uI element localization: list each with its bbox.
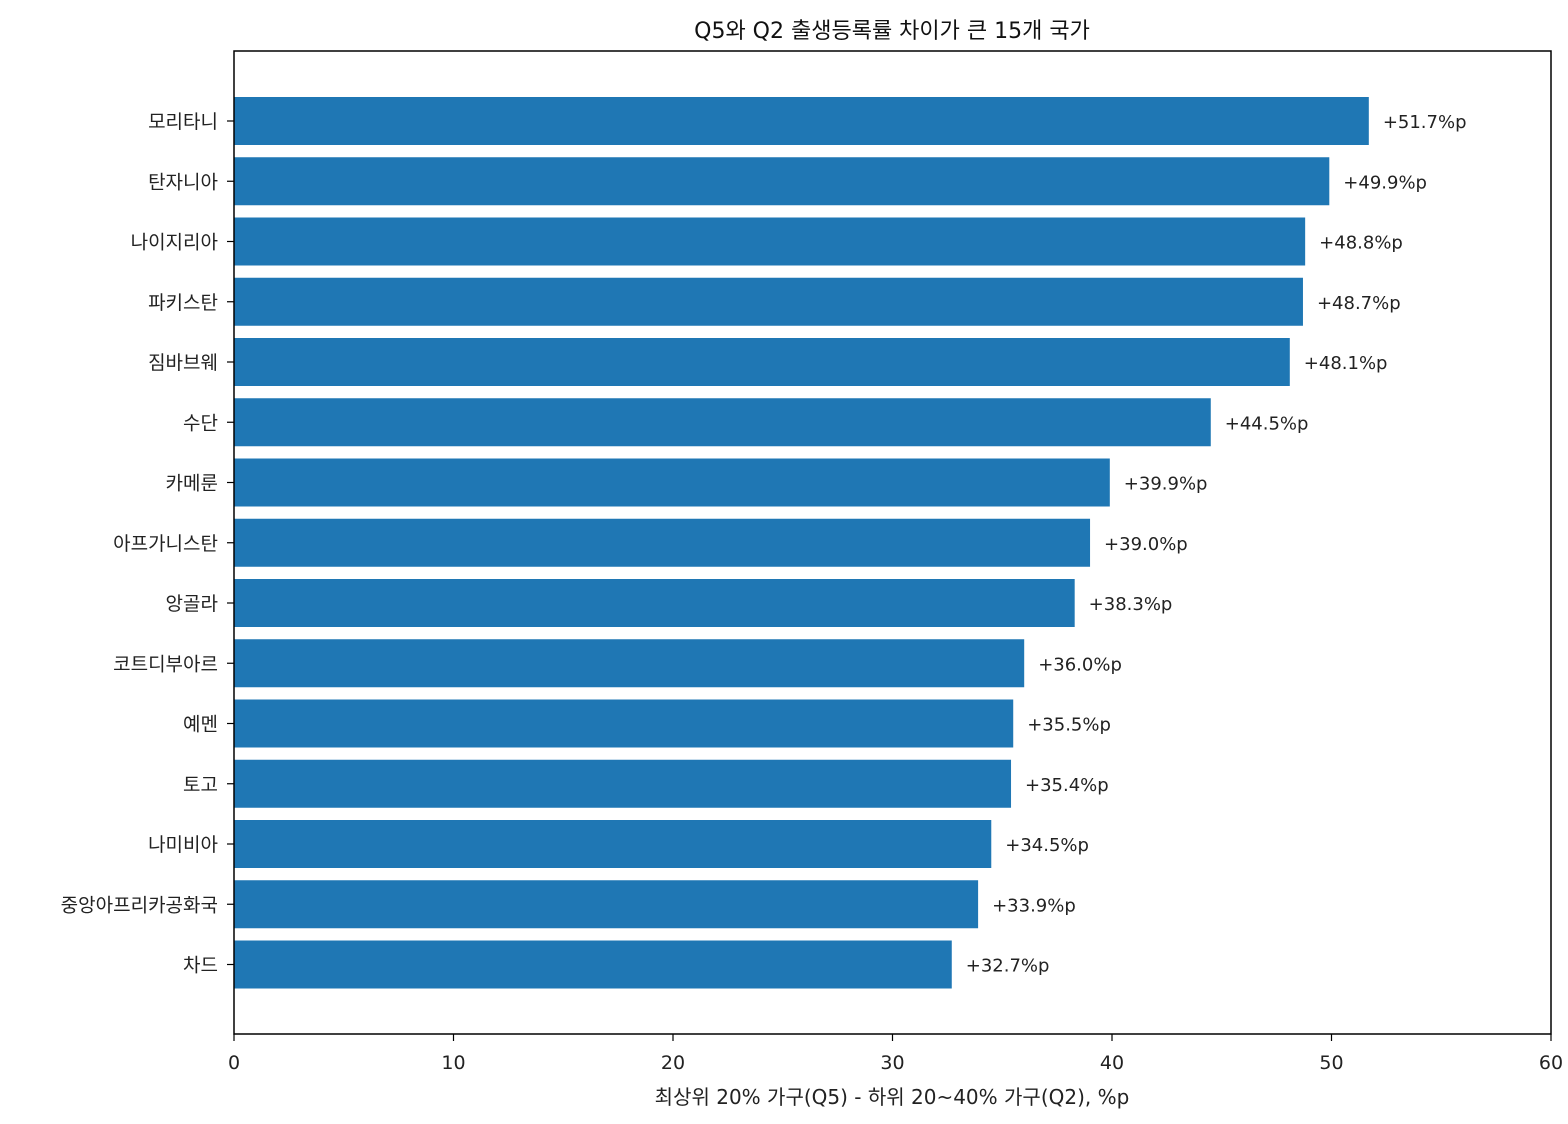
y-tick-label: 카메룬 [166,473,218,495]
bar [234,639,1025,688]
x-tick-label: 30 [880,1052,904,1074]
y-tick-label: 나미비아 [148,834,218,856]
data-label: +34.5%p [1005,835,1089,856]
y-tick-label: 파키스탄 [148,292,218,314]
bar [234,699,1014,748]
x-tick-label: 60 [1539,1052,1563,1074]
data-label: +51.7%p [1383,112,1467,133]
y-tick-label: 토고 [183,774,218,796]
data-label: +38.3%p [1089,594,1173,615]
y-tick-label: 아프가니스탄 [113,533,218,555]
y-tick-label: 앙골라 [166,593,218,615]
data-label: +48.1%p [1304,353,1388,374]
plot-frame [233,50,1552,1035]
bar [234,759,1012,808]
data-label: +36.0%p [1038,654,1122,675]
x-tick-label: 50 [1319,1052,1343,1074]
data-labels-group: +51.7%p +49.9%p +48.8%p +48.7%p +48.1%p +44.5… [966,112,1467,977]
bar [234,338,1290,386]
data-label: +44.5%p [1225,413,1309,434]
bar [234,458,1110,507]
x-tick-label: 0 [228,1052,240,1074]
bar [234,97,1369,145]
bars-group [234,97,1369,989]
y-tick-label: 코트디부아르 [113,653,218,675]
data-label: +35.5%p [1027,715,1111,736]
bar [234,880,979,929]
bar [234,518,1091,567]
bar [234,940,952,989]
data-label: +39.0%p [1104,534,1188,555]
bar [234,820,992,868]
y-tick-label: 수단 [183,412,218,434]
chart-title: Q5와 Q2 출생등록률 차이가 큰 15개 국가 [694,19,1090,44]
y-tick-label: 탄자니아 [148,171,218,193]
bar [234,277,1303,326]
x-tick-label: 10 [441,1052,465,1074]
data-label: +48.8%p [1319,233,1403,254]
data-label: +49.9%p [1343,172,1427,193]
data-label: +48.7%p [1317,293,1401,314]
y-tick-label: 모리타니 [148,111,218,133]
x-tick-label: 20 [661,1052,685,1074]
bar [234,579,1075,627]
data-label: +33.9%p [992,895,1076,916]
y-tick-label: 나이지리아 [131,232,218,254]
y-tick-label: 짐바브웨 [148,352,218,374]
data-label: +39.9%p [1124,474,1208,495]
y-axis: 모리타니탄자니아나이지리아파키스탄짐바브웨수단카메룬아프가니스탄앙골라코트디부아… [61,111,234,977]
x-tick-label: 40 [1100,1052,1124,1074]
bar [234,217,1306,266]
bar [234,157,1330,206]
y-tick-label: 차드 [183,955,218,977]
x-axis-label: 최상위 20% 가구(Q5) - 하위 20~40% 가구(Q2), %p [655,1085,1130,1109]
bar [234,398,1211,447]
data-label: +35.4%p [1025,775,1109,796]
x-axis: 0 10 20 30 40 50 60 [228,1034,1563,1074]
data-label: +32.7%p [966,956,1050,977]
y-tick-label: 예멘 [183,714,218,736]
y-tick-label: 중앙아프리카공화국 [61,894,218,916]
